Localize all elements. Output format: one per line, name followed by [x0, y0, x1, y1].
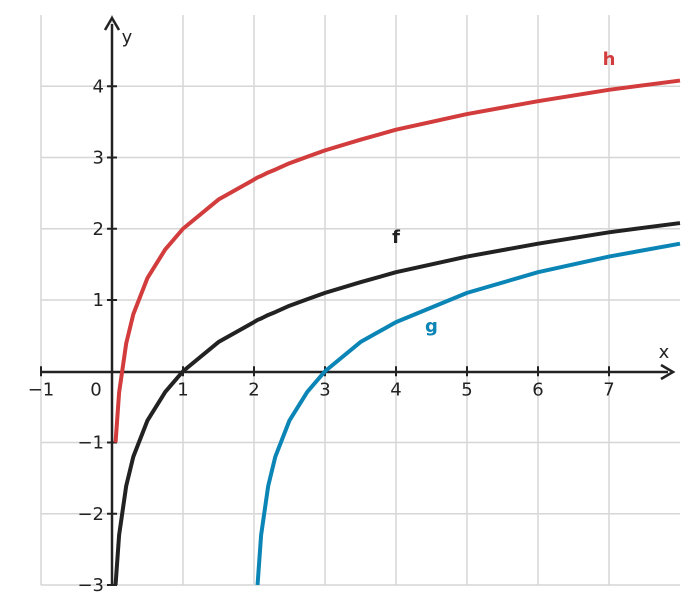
y-tick-label: 1	[93, 290, 104, 311]
x-tick-label: 5	[461, 379, 472, 400]
y-tick-label: −2	[77, 504, 104, 525]
curve	[255, 241, 681, 586]
grid	[40, 15, 680, 586]
x-tick-label: 7	[603, 379, 614, 400]
curve-label: f	[392, 227, 400, 248]
x-tick-label: −1	[28, 379, 55, 400]
curve-label: h	[603, 49, 616, 70]
x-tick-label: 6	[532, 379, 543, 400]
y-tick-label: −3	[77, 575, 104, 596]
x-tick-label: 1	[177, 379, 188, 400]
x-tick-label: 0	[90, 379, 101, 400]
curve-label: g	[425, 316, 438, 337]
y-tick-label: −1	[77, 433, 104, 454]
curve	[113, 221, 681, 586]
x-tick-label: 4	[390, 379, 401, 400]
y-tick-label: 4	[93, 76, 104, 97]
y-arrow	[103, 15, 121, 31]
x-tick-label: 2	[248, 379, 259, 400]
y-axis-label: y	[122, 27, 133, 48]
curve	[113, 78, 681, 443]
y-tick-label: 3	[93, 148, 104, 169]
x-arrow	[660, 363, 676, 381]
y-tick-label: 2	[93, 219, 104, 240]
x-tick-label: 3	[319, 379, 330, 400]
x-axis-label: x	[659, 342, 670, 363]
